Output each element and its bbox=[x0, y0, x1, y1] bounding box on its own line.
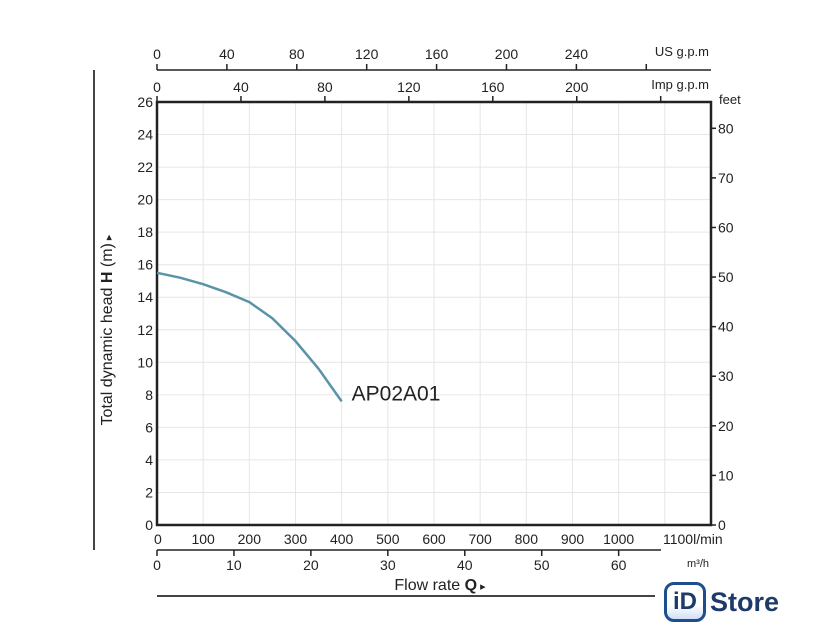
imp-gpm-tick-label: 120 bbox=[397, 79, 421, 95]
imp-gpm-tick-label: 40 bbox=[233, 79, 249, 95]
feet-tick-label: 60 bbox=[718, 219, 734, 235]
x-axis-label: Flow rate Q ▸ bbox=[394, 577, 486, 594]
y-axis-label: Total dynamic head H (m) ▸ bbox=[99, 234, 116, 425]
imp-gpm-tick-label: 200 bbox=[565, 79, 589, 95]
logo-mark: iD bbox=[664, 582, 706, 622]
m3h-tick-label: 50 bbox=[534, 557, 550, 573]
m3h-tick-label: 20 bbox=[303, 557, 319, 573]
us-gpm-tick-label: 160 bbox=[425, 46, 449, 62]
x-tick-label: 1000 bbox=[603, 531, 634, 547]
us-gpm-tick-label: 120 bbox=[355, 46, 379, 62]
y-tick-label: 16 bbox=[137, 257, 153, 273]
y-tick-label: 24 bbox=[137, 127, 153, 143]
feet-tick-label: 10 bbox=[718, 467, 734, 483]
x-tick-label: 100 bbox=[191, 531, 215, 547]
us-gpm-tick-label: 240 bbox=[565, 46, 589, 62]
idstore-logo: iD Store bbox=[664, 582, 779, 622]
feet-tick-label: 50 bbox=[718, 269, 734, 285]
m3h-tick-label: 30 bbox=[380, 557, 396, 573]
y-tick-label: 12 bbox=[137, 322, 153, 338]
x-tick-label: 800 bbox=[515, 531, 539, 547]
y-tick-label: 4 bbox=[145, 452, 153, 468]
y-tick-label: 22 bbox=[137, 159, 153, 175]
x-tick-label: 700 bbox=[468, 531, 492, 547]
x-tick-label: 600 bbox=[422, 531, 446, 547]
m3h-tick-label: 0 bbox=[153, 557, 161, 573]
us-gpm-tick-label: 80 bbox=[289, 46, 305, 62]
y-tick-label: 18 bbox=[137, 224, 153, 240]
x-tick-label: 200 bbox=[238, 531, 262, 547]
m3h-tick-label: 10 bbox=[226, 557, 242, 573]
feet-tick-label: 70 bbox=[718, 170, 734, 186]
feet-tick-label: 80 bbox=[718, 120, 734, 136]
x-tick-label: 900 bbox=[561, 531, 585, 547]
feet-tick-label: 0 bbox=[718, 517, 726, 533]
m3h-tick-label: 60 bbox=[611, 557, 627, 573]
y-tick-label: 2 bbox=[145, 484, 153, 500]
y-tick-label: 14 bbox=[137, 289, 153, 305]
feet-tick-label: 30 bbox=[718, 368, 734, 384]
logo-text: Store bbox=[710, 586, 780, 617]
y-tick-label: 0 bbox=[145, 517, 153, 533]
x-tick-label: 300 bbox=[284, 531, 308, 547]
y-tick-label: 8 bbox=[145, 387, 153, 403]
series-label: AP02A01 bbox=[352, 382, 441, 405]
feet-axis-label: feet bbox=[719, 92, 741, 107]
y-tick-label: 10 bbox=[137, 354, 153, 370]
y-tick-label: 6 bbox=[145, 419, 153, 435]
x-tick-label: 1100l/min bbox=[663, 531, 723, 547]
us-gpm-tick-label: 0 bbox=[153, 46, 161, 62]
x-tick-label: 500 bbox=[376, 531, 400, 547]
feet-tick-label: 20 bbox=[718, 418, 734, 434]
imp-gpm-axis-label: Imp g.p.m bbox=[651, 77, 709, 92]
y-tick-label: 20 bbox=[137, 192, 153, 208]
imp-gpm-tick-label: 160 bbox=[481, 79, 505, 95]
x-tick-label: 400 bbox=[330, 531, 354, 547]
imp-gpm-tick-label: 80 bbox=[317, 79, 333, 95]
y-tick-label: 26 bbox=[137, 94, 153, 110]
us-gpm-axis-label: US g.p.m bbox=[655, 44, 709, 59]
x-tick-label: 0 bbox=[154, 531, 162, 547]
us-gpm-tick-label: 40 bbox=[219, 46, 235, 62]
imp-gpm-tick-label: 0 bbox=[153, 79, 161, 95]
us-gpm-tick-label: 200 bbox=[495, 46, 519, 62]
m3h-tick-label: 40 bbox=[457, 557, 473, 573]
plot-frame bbox=[155, 100, 713, 527]
feet-tick-label: 40 bbox=[718, 319, 734, 335]
m3h-axis-label: m³/h bbox=[687, 558, 709, 570]
